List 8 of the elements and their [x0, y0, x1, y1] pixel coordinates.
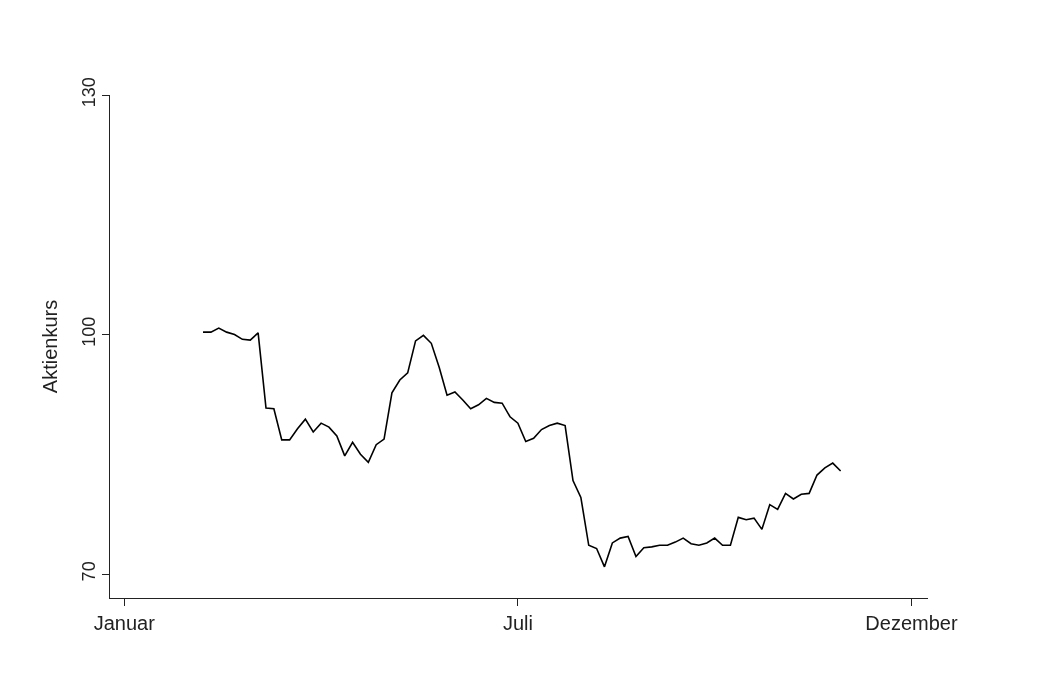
x-tick-label: Dezember	[865, 612, 958, 635]
x-tick-label: Juli	[502, 612, 533, 635]
y-tick-label: 70	[78, 561, 99, 582]
x-tick-label: Januar	[93, 612, 156, 635]
y-axis-title: Aktienkurs	[39, 299, 62, 394]
line-series	[202, 327, 842, 568]
y-tick-label: 130	[78, 77, 99, 108]
y-tick-label: 100	[78, 316, 99, 347]
